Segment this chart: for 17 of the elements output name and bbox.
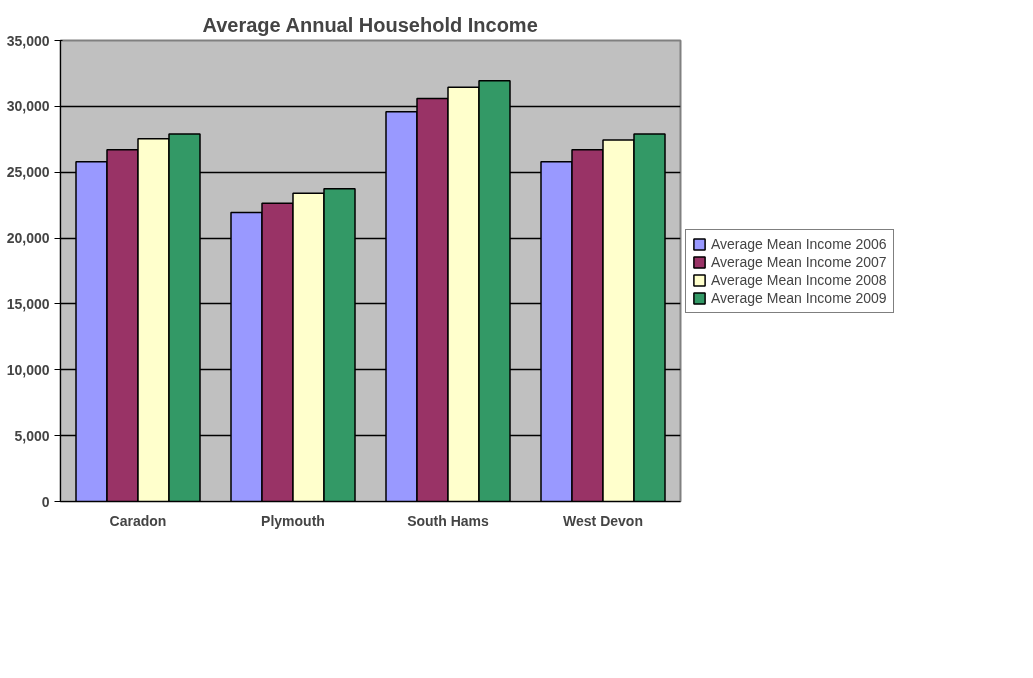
y-tick-label: 35,000 — [6, 32, 50, 49]
y-tick-label: 20,000 — [6, 230, 50, 247]
y-tick-label: 30,000 — [6, 98, 50, 115]
legend-label: Average Mean Income 2006 — [711, 235, 887, 252]
x-tick-label: Caradon — [109, 512, 167, 529]
chart-title: Average Annual Household Income — [202, 13, 538, 36]
x-tick-label: South Hams — [407, 512, 490, 529]
legend-label: Average Mean Income 2007 — [711, 253, 887, 270]
y-tick-label: 0 — [41, 493, 50, 510]
x-tick-label: Plymouth — [261, 512, 325, 529]
y-tick-label: 15,000 — [6, 295, 50, 312]
legend-label: Average Mean Income 2009 — [711, 289, 887, 306]
y-tick-label: 5,000 — [14, 427, 50, 444]
legend-label: Average Mean Income 2008 — [711, 271, 887, 288]
x-tick-label: West Devon — [563, 512, 643, 529]
y-tick-label: 25,000 — [6, 164, 50, 181]
y-tick-label: 10,000 — [6, 361, 50, 378]
